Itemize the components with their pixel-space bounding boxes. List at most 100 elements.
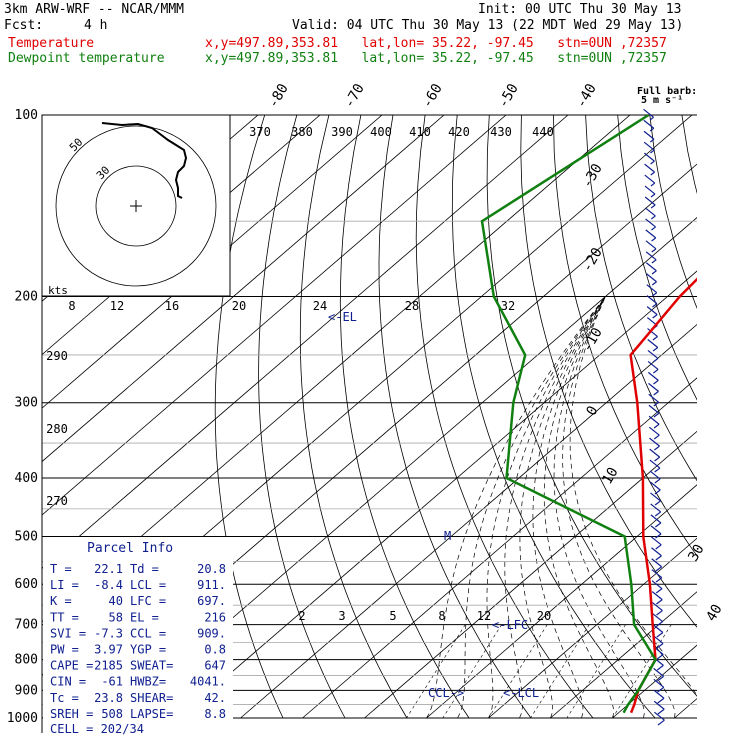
isotherm-label: -30 xyxy=(579,161,606,191)
wind-barb-flag xyxy=(650,536,662,546)
wind-barb-staff xyxy=(652,368,659,374)
wind-barb-flag xyxy=(645,262,657,272)
wind-barb-staff xyxy=(651,292,658,297)
wind-barb-staff xyxy=(656,664,664,671)
parcel-key: SHEAR= xyxy=(130,691,173,705)
lfc-marker: <-LFC xyxy=(492,618,528,632)
wind-barb-staff xyxy=(650,171,655,176)
wind-barb-flag xyxy=(653,678,665,688)
wind-barb-flag xyxy=(646,295,658,305)
parcel-panel xyxy=(43,537,233,733)
wind-barb-staff xyxy=(653,423,660,429)
theta-label: 290 xyxy=(46,349,68,363)
hodograph-ring xyxy=(95,165,177,247)
mixing-ratio-line xyxy=(566,624,626,719)
wind-barb-staff xyxy=(652,336,658,341)
parcel-key: CIN = xyxy=(50,675,86,689)
moist-adiabat xyxy=(562,296,676,719)
dry-adiabat xyxy=(299,115,408,719)
theta-label: 370 xyxy=(249,125,271,139)
wind-barb-flag xyxy=(647,360,659,370)
parcel-value: 4041. xyxy=(190,675,226,689)
parcel-key: CAPE = xyxy=(50,659,93,673)
wind-barb-flag xyxy=(647,349,659,359)
wind-barb-staff xyxy=(649,127,655,132)
parcel-value: -61 xyxy=(101,675,123,689)
dry-adiabat xyxy=(649,115,697,309)
mixing-ratio-label: 8 xyxy=(438,609,445,623)
wind-barb-flag xyxy=(650,503,662,513)
wind-barb-flag xyxy=(645,229,657,239)
wind-barb-flag xyxy=(649,470,661,480)
dry-adiabat xyxy=(553,115,697,557)
moist-adiabat xyxy=(553,296,645,719)
pressure-label: 200 xyxy=(15,290,38,305)
wind-barb-staff xyxy=(656,621,663,627)
wind-barb-staff xyxy=(654,445,660,451)
wind-barb-flag xyxy=(653,700,665,710)
isotherm-line xyxy=(116,217,697,719)
dry-adiabat xyxy=(258,115,346,719)
wind-barb-staff xyxy=(657,686,665,693)
parcel-key: LFC = xyxy=(130,594,166,608)
wind-barb-flag xyxy=(645,218,656,228)
parcel-key: LI = xyxy=(50,578,79,592)
wind-barb-staff xyxy=(651,248,657,253)
wind-barb-flag xyxy=(650,492,661,502)
wind-barb-flag xyxy=(649,437,660,447)
wind-barb-staff xyxy=(650,160,655,165)
el-marker: <-EL xyxy=(328,310,357,324)
wind-barb-flag xyxy=(652,602,663,612)
wind-barb-staff xyxy=(654,478,661,484)
isotherm-line xyxy=(426,484,697,719)
mixing-ratio-line xyxy=(488,624,548,719)
wind-barb-flag xyxy=(653,689,665,699)
parcel-value: 8.8 xyxy=(204,707,226,721)
wind-barb-staff xyxy=(655,588,663,594)
parcel-key: Td = xyxy=(130,562,159,576)
wind-barb-staff xyxy=(652,347,659,352)
wind-barb-flag xyxy=(648,426,660,436)
wind-barb-flag xyxy=(651,547,662,557)
mixing-ratio-label: 12 xyxy=(477,609,491,623)
wind-barb-staff xyxy=(656,642,664,649)
forecast-hours: 4 h xyxy=(84,18,108,33)
wind-barb-staff xyxy=(655,577,663,583)
wind-barb-staff xyxy=(651,270,657,275)
mixing-ratio-line xyxy=(442,624,502,719)
theta-label: 410 xyxy=(409,125,431,139)
wind-barb-staff xyxy=(655,566,663,572)
lcl-marker: <-LCL xyxy=(503,686,539,700)
mixing-ratio-label: 20 xyxy=(537,609,551,623)
isotherm-line xyxy=(364,430,697,719)
mixing-ratio-line xyxy=(612,624,672,719)
wind-barb-flag xyxy=(647,328,658,338)
wind-barb-flag xyxy=(651,569,663,579)
hodograph-axis-label: kts xyxy=(48,284,68,297)
wind-barb-staff xyxy=(657,719,665,726)
parcel-key: LCL = xyxy=(130,578,166,592)
parcel-value: 3.97 xyxy=(94,643,123,657)
parcel-value: 20.8 xyxy=(197,562,226,576)
temperature-line xyxy=(629,277,697,714)
moist-adiabat xyxy=(532,296,606,719)
wind-barb-staff xyxy=(657,697,665,704)
wind-barb-flag xyxy=(648,382,659,392)
barb-legend-title: Full barb: xyxy=(637,86,697,97)
wind-barb-flag xyxy=(644,163,655,173)
wind-barb-staff xyxy=(654,489,661,495)
wind-barb-staff xyxy=(651,237,657,242)
mixing-ratio-line xyxy=(406,624,466,719)
wind-barb-staff xyxy=(649,138,655,143)
wind-barb-flag xyxy=(645,240,657,250)
ccl-marker: CCL-> xyxy=(428,686,464,700)
dewpoint-location: x,y=497.89,353.81 lat,lon= 35.22, -97.45… xyxy=(205,51,667,66)
isotherm-line xyxy=(550,591,697,719)
wind-barb-staff xyxy=(653,434,660,440)
wind-barb-flag xyxy=(643,130,655,140)
parcel-key: TT = xyxy=(50,610,79,624)
wind-barb-flag xyxy=(647,339,659,348)
isotherm-line xyxy=(737,115,740,718)
temperature-location: x,y=497.89,353.81 lat,lon= 35.22, -97.45… xyxy=(205,36,667,51)
parcel-value: 42. xyxy=(204,691,226,705)
